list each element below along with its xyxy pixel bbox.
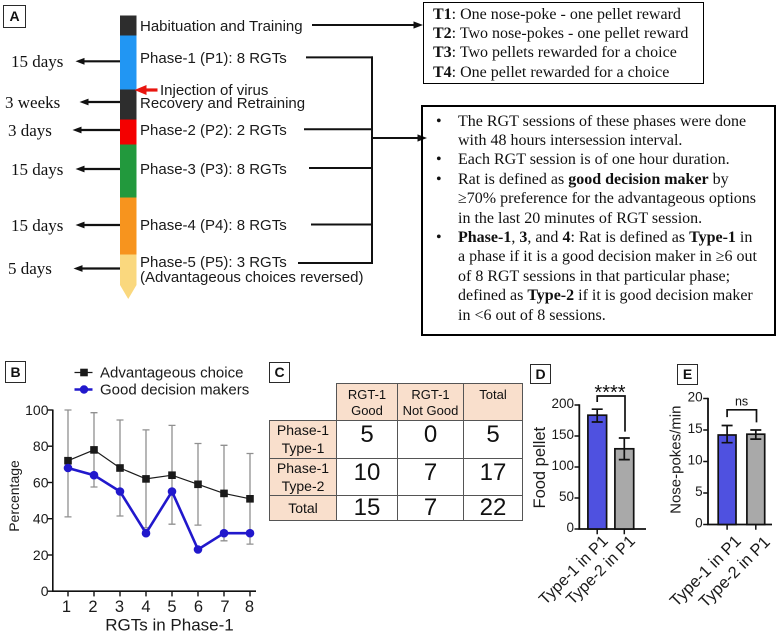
svg-text:RGTs in Phase-1: RGTs in Phase-1 — [105, 616, 234, 633]
svg-text:100: 100 — [551, 458, 574, 473]
svg-text:100: 100 — [25, 402, 49, 418]
svg-text:200: 200 — [551, 396, 574, 411]
svg-text:5: 5 — [167, 598, 176, 616]
svg-text:ns: ns — [735, 394, 748, 408]
svg-text:6: 6 — [194, 598, 203, 616]
svg-text:0: 0 — [566, 520, 574, 535]
svg-text:3: 3 — [115, 598, 124, 616]
svg-text:Advantageous choice: Advantageous choice — [100, 365, 243, 382]
svg-text:0: 0 — [695, 516, 703, 531]
svg-text:Nose-pokes/min: Nose-pokes/min — [668, 406, 685, 514]
svg-text:10: 10 — [688, 453, 703, 468]
svg-text:150: 150 — [551, 427, 574, 442]
svg-text:15: 15 — [688, 421, 703, 436]
svg-text:0: 0 — [41, 583, 49, 599]
svg-text:80: 80 — [33, 438, 49, 454]
svg-text:40: 40 — [33, 511, 49, 527]
svg-text:7: 7 — [220, 598, 229, 616]
svg-text:5: 5 — [695, 484, 703, 499]
svg-text:60: 60 — [33, 474, 49, 490]
svg-text:Food pellet: Food pellet — [531, 426, 549, 508]
svg-text:20: 20 — [33, 547, 49, 563]
svg-text:2: 2 — [88, 598, 97, 616]
svg-text:8: 8 — [245, 598, 254, 616]
svg-text:****: **** — [594, 382, 625, 404]
svg-text:20: 20 — [688, 390, 703, 405]
svg-text:50: 50 — [559, 489, 574, 504]
svg-text:4: 4 — [141, 598, 150, 616]
svg-text:Good decision makers: Good decision makers — [100, 382, 249, 399]
svg-text:Percentage: Percentage — [6, 460, 22, 532]
svg-text:1: 1 — [62, 598, 71, 616]
